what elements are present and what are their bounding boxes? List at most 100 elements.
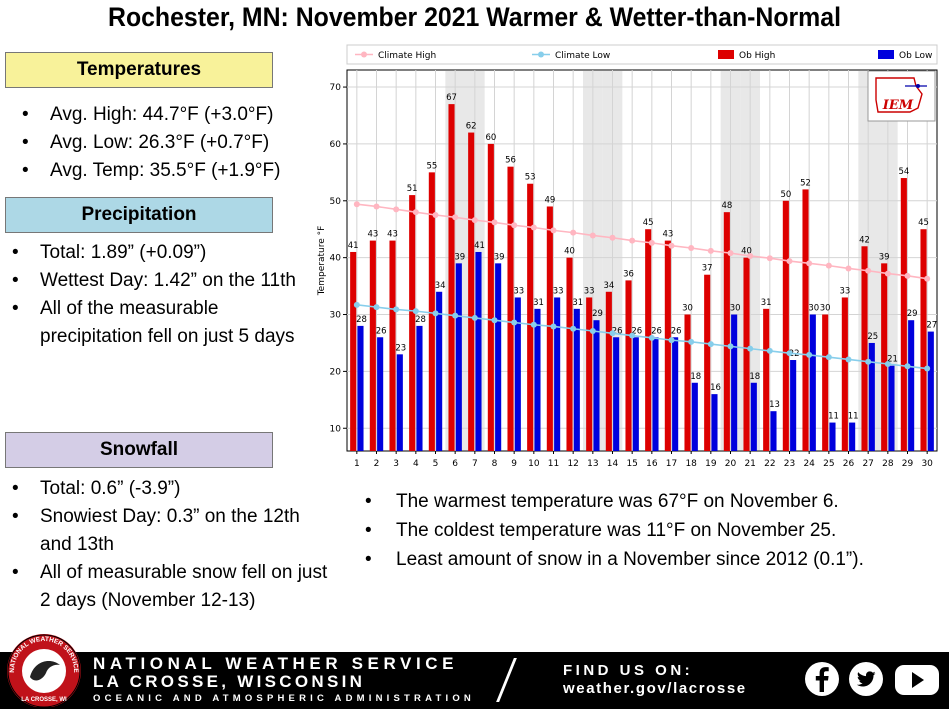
- high-bar: [369, 240, 376, 451]
- climate-high-point: [884, 270, 891, 277]
- climate-high-point: [589, 232, 596, 239]
- low-bar: [888, 365, 895, 451]
- low-bar-label: 26: [631, 326, 642, 336]
- x-tick-label: 21: [744, 459, 755, 469]
- high-bar-label: 34: [603, 281, 614, 291]
- x-tick-label: 30: [921, 459, 933, 469]
- legend-climate-low-marker: [538, 51, 544, 58]
- high-bar-label: 33: [839, 286, 850, 296]
- low-bar: [357, 325, 364, 451]
- footer-divider: [496, 658, 517, 702]
- x-tick-label: 26: [843, 459, 855, 469]
- snowfall-list: Total: 0.6” (-3.9”) Snowiest Day: 0.3” o…: [4, 475, 334, 615]
- avg-temp-item: Avg. Temp: 35.5°F (+1.9°F): [14, 157, 280, 185]
- facebook-icon[interactable]: [804, 661, 840, 697]
- climate-low-point: [393, 306, 400, 313]
- climate-high-point: [412, 209, 419, 216]
- low-bar: [613, 337, 620, 451]
- climate-low-point: [668, 337, 675, 344]
- climate-low-point: [747, 345, 754, 352]
- x-tick-label: 9: [511, 459, 517, 469]
- logo-subtext: LA CROSSE, WI: [21, 697, 67, 703]
- low-bar: [790, 360, 797, 451]
- high-bar: [566, 257, 573, 451]
- x-tick-label: 6: [452, 459, 458, 469]
- high-bar: [861, 246, 868, 451]
- climate-low-point: [924, 365, 931, 372]
- climate-high-point: [648, 239, 655, 246]
- low-bar: [849, 422, 856, 451]
- climate-low-point: [452, 312, 459, 319]
- climate-low-point: [845, 356, 852, 363]
- low-bar: [534, 308, 541, 451]
- low-bar-label: 18: [749, 372, 760, 382]
- precipitation-heading: Precipitation: [5, 197, 273, 233]
- x-tick-label: 8: [492, 459, 498, 469]
- footer-office: LA CROSSE, WISCONSIN: [93, 672, 366, 691]
- climate-high-point: [452, 214, 459, 221]
- high-bar-label: 40: [741, 247, 752, 257]
- legend-climate-high-marker: [361, 51, 367, 58]
- climate-high-point: [924, 275, 931, 282]
- low-bar-label: 31: [533, 298, 544, 308]
- low-bar-label: 18: [690, 372, 701, 382]
- high-bar: [704, 274, 711, 451]
- high-bar-label: 49: [544, 195, 555, 205]
- climate-low-line: [356, 304, 928, 370]
- low-bar: [416, 325, 423, 451]
- footer-url-link[interactable]: weather.gov/lacrosse: [563, 680, 747, 697]
- legend-box: [346, 44, 938, 65]
- precipitation-list: Total: 1.89” (+0.09”) Wettest Day: 1.42”…: [4, 239, 304, 351]
- snow-total-item: Total: 0.6” (-3.9”): [4, 475, 334, 503]
- high-bar: [802, 189, 809, 451]
- climate-low-point: [707, 341, 714, 348]
- high-bar-label: 31: [761, 298, 772, 308]
- nws-logo: NATIONAL WEATHER SERVICE LA CROSSE, WI: [7, 634, 81, 707]
- precip-wettest-item: Wettest Day: 1.42” on the 11th: [4, 267, 304, 295]
- low-bar-label: 28: [415, 315, 426, 325]
- climate-high-point: [432, 212, 439, 219]
- high-bar-label: 56: [505, 156, 516, 166]
- low-bar-label: 21: [887, 355, 898, 365]
- y-tick-label: 50: [330, 197, 342, 207]
- avg-high-item: Avg. High: 44.7°F (+3.0°F): [14, 101, 280, 129]
- legend-ob-low-label: Ob Low: [899, 51, 932, 61]
- high-bar: [448, 104, 455, 452]
- high-bar-label: 42: [859, 235, 870, 245]
- low-bar-label: 27: [926, 321, 937, 331]
- legend-ob-high-swatch: [718, 50, 734, 59]
- high-bar: [389, 240, 396, 451]
- note-coldest: The coldest temperature was 11°F on Nove…: [360, 516, 864, 545]
- climate-low-point: [491, 317, 498, 324]
- high-bar: [605, 291, 612, 451]
- high-bar-label: 60: [485, 133, 496, 143]
- high-bar: [428, 172, 435, 451]
- climate-high-point: [471, 217, 478, 224]
- low-bar: [868, 342, 875, 451]
- climate-low-point: [904, 363, 911, 370]
- note-snow: Least amount of snow in a November since…: [360, 545, 864, 574]
- y-tick-label: 60: [330, 140, 342, 150]
- climate-low-point: [629, 332, 636, 339]
- low-bar-label: 11: [828, 412, 839, 422]
- x-tick-label: 16: [646, 459, 658, 469]
- climate-high-point: [766, 255, 773, 262]
- climate-low-point: [865, 358, 872, 365]
- low-bar: [908, 320, 915, 451]
- high-bar: [409, 195, 416, 451]
- climate-high-point: [688, 244, 695, 251]
- low-bar-label: 16: [710, 383, 721, 393]
- climate-high-point: [491, 219, 498, 226]
- low-bar: [593, 320, 600, 451]
- youtube-icon[interactable]: [893, 661, 943, 697]
- low-bar-label: 26: [612, 326, 623, 336]
- high-bar: [822, 314, 829, 451]
- temperatures-heading: Temperatures: [5, 52, 273, 88]
- low-bar-label: 30: [730, 304, 741, 314]
- high-bar-label: 37: [702, 264, 713, 274]
- twitter-icon[interactable]: [848, 661, 884, 697]
- x-tick-label: 24: [803, 459, 815, 469]
- low-bar: [573, 308, 580, 451]
- note-warmest: The warmest temperature was 67°F on Nove…: [360, 487, 864, 516]
- climate-high-point: [786, 258, 793, 265]
